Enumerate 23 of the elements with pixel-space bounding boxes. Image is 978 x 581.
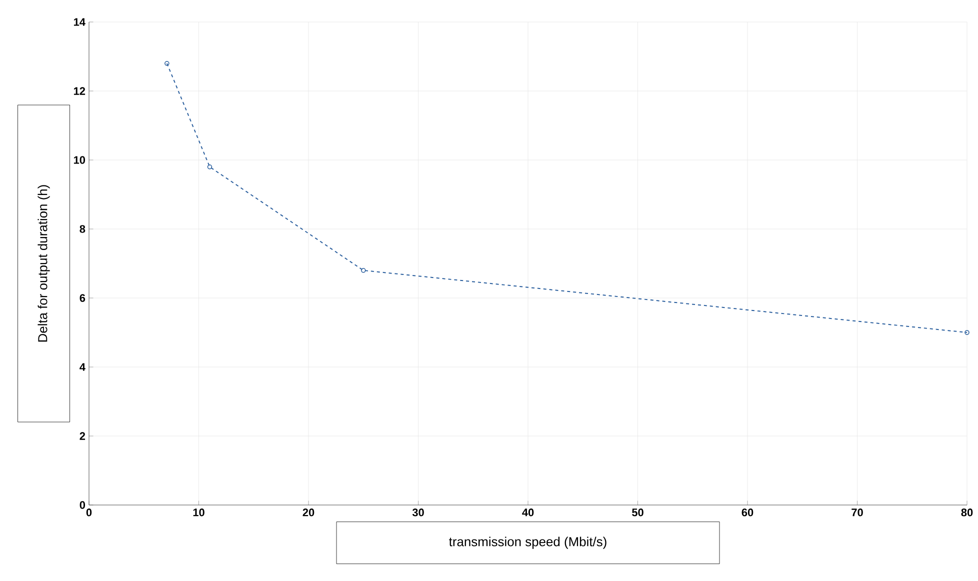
y-tick-label: 12 — [74, 87, 86, 95]
y-tick-label: 8 — [80, 225, 86, 233]
point — [360, 268, 366, 273]
y-axis-title: Delta for output duration (h) — [38, 185, 50, 342]
y-tick-label: 6 — [80, 294, 86, 302]
y-tick-label: 10 — [74, 156, 86, 164]
y-tick-label: 0 — [80, 501, 86, 509]
x-axis-title: transmission speed (Mbit/s) — [449, 536, 606, 549]
y-tick-label: 4 — [80, 363, 86, 371]
x-tick-label: 80 — [961, 508, 973, 516]
x-tick-label: 30 — [412, 508, 424, 516]
y-tick-label: 14 — [74, 18, 86, 26]
point — [964, 330, 970, 335]
x-tick-label: 20 — [302, 508, 314, 516]
x-tick-label: 60 — [742, 508, 754, 516]
x-tick-label: 40 — [522, 508, 534, 516]
x-tick-label: 70 — [852, 508, 863, 516]
x-tick-label: 50 — [632, 508, 644, 516]
x-tick-label: 10 — [193, 508, 204, 516]
y-tick-label: 2 — [80, 432, 86, 440]
x-tick-label: 0 — [86, 508, 92, 516]
point — [164, 61, 170, 66]
point — [207, 164, 212, 170]
